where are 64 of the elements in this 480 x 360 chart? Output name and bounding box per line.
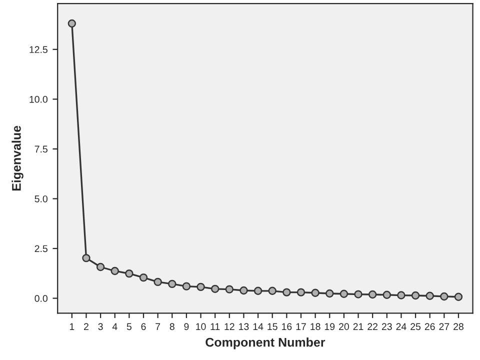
x-tick-label: 12 bbox=[224, 323, 234, 330]
x-tick-label: 9 bbox=[184, 323, 189, 330]
point bbox=[168, 280, 176, 288]
y-tick-label: 2.5 bbox=[34, 245, 48, 252]
x-tick-label: 3 bbox=[98, 323, 103, 330]
x-tick-label: 24 bbox=[396, 323, 406, 330]
x-tick-label: 14 bbox=[253, 323, 264, 330]
x-tick-label: 17 bbox=[296, 323, 306, 330]
x-tick-label: 16 bbox=[282, 323, 292, 330]
point bbox=[110, 266, 119, 276]
x-tick-label: 25 bbox=[410, 323, 421, 330]
point bbox=[96, 262, 105, 272]
x-tick-label: 26 bbox=[424, 323, 435, 330]
y-tick-label: 12.5 bbox=[30, 46, 48, 54]
point bbox=[411, 291, 420, 300]
point bbox=[354, 290, 362, 298]
x-tick-label: 8 bbox=[170, 323, 174, 330]
x-tick-label: 1 bbox=[70, 323, 74, 330]
point bbox=[68, 19, 76, 28]
point bbox=[368, 290, 377, 299]
x-tick-label: 10 bbox=[196, 323, 206, 330]
y-tick-label: 7.5 bbox=[34, 146, 48, 153]
x-tick-label: 15 bbox=[268, 323, 278, 330]
point bbox=[182, 282, 191, 290]
point bbox=[225, 285, 234, 294]
x-tick-label: 23 bbox=[382, 323, 392, 330]
x-tick-label: 6 bbox=[141, 323, 146, 330]
point bbox=[340, 290, 348, 298]
point bbox=[454, 292, 463, 301]
x-tick-label: 5 bbox=[126, 323, 132, 330]
x-tick-label: 21 bbox=[353, 323, 364, 330]
point bbox=[382, 290, 391, 299]
y-tick-label: 10.0 bbox=[30, 96, 48, 103]
x-tick-label: 19 bbox=[324, 323, 335, 330]
x-tick-label: 13 bbox=[239, 323, 249, 330]
x-tick-label: 28 bbox=[454, 323, 464, 330]
point bbox=[82, 254, 90, 262]
y-tick-label: 5.0 bbox=[34, 195, 48, 202]
point bbox=[268, 286, 276, 295]
point bbox=[326, 289, 334, 298]
y-tick-label: 0.0 bbox=[34, 295, 48, 302]
point bbox=[139, 273, 148, 282]
x-tick-label: 20 bbox=[339, 323, 349, 330]
point bbox=[210, 284, 220, 294]
point bbox=[196, 282, 205, 292]
point bbox=[282, 288, 291, 296]
y-axis-title: Eigenvalue bbox=[12, 126, 24, 191]
point bbox=[440, 292, 448, 301]
point bbox=[154, 278, 162, 286]
point bbox=[125, 269, 134, 278]
x-tick-label: 11 bbox=[210, 323, 220, 330]
x-tick-label: 4 bbox=[112, 323, 118, 330]
x-tick-label: 18 bbox=[310, 323, 320, 330]
point bbox=[397, 291, 406, 300]
x-tick-label: 7 bbox=[156, 323, 160, 330]
point bbox=[240, 286, 248, 295]
x-tick-label: 27 bbox=[439, 323, 450, 330]
point bbox=[254, 286, 262, 295]
point bbox=[426, 292, 434, 300]
point bbox=[296, 288, 306, 296]
x-tick-label: 22 bbox=[368, 323, 378, 330]
x-tick-label: 2 bbox=[84, 323, 88, 330]
point bbox=[311, 288, 320, 297]
x-axis-title: Component Number bbox=[206, 338, 326, 350]
